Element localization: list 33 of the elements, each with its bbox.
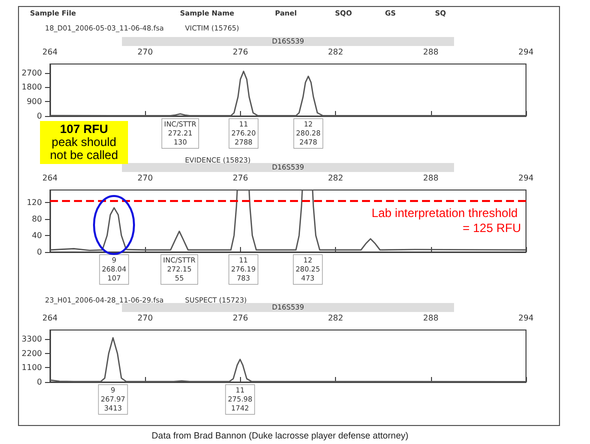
x-tick-label: 264: [42, 174, 58, 182]
y-tick-label: 80: [32, 214, 42, 224]
text: 107 RFU peak should not be called: [42, 122, 126, 162]
x-tick-label: 294: [518, 48, 534, 56]
y-tick-label: 2200: [22, 348, 42, 358]
y-tick-label: 3300: [22, 334, 42, 344]
text: Data from Brad Bannon (Duke lacrosse player defense attorney): [152, 430, 408, 440]
x-tick-label: 270: [138, 314, 153, 322]
x-tick-label: 276: [232, 48, 248, 56]
x-tick-label: 288: [423, 314, 438, 322]
y-tick-label: 900: [26, 97, 42, 106]
x-tick-label: 288: [423, 48, 438, 56]
y-tick-label: 2700: [22, 68, 42, 78]
y-tick-label: 1100: [22, 363, 42, 372]
x-tick-label: 282: [328, 174, 344, 182]
x-tick-label: 264: [42, 48, 58, 56]
x-tick-label: 270: [138, 174, 153, 182]
y-tick-label: 120: [26, 198, 42, 207]
x-tick-label: 276: [232, 314, 248, 322]
y-tick-label: 0: [36, 378, 42, 386]
x-tick-label: 294: [518, 174, 534, 182]
x-tick-label: 282: [328, 48, 344, 56]
x-tick-label: 294: [518, 314, 534, 322]
y-tick-label: 1800: [22, 82, 42, 92]
x-tick-label: 282: [328, 314, 344, 322]
x-tick-label: 264: [42, 314, 58, 322]
y-tick-label: 40: [32, 230, 42, 240]
x-tick-label: 270: [138, 48, 153, 56]
ref-line-label: Lab interpretation threshold = 125 RFU: [372, 206, 521, 235]
x-tick-label: 276: [232, 174, 248, 182]
y-tick-label: 0: [36, 112, 42, 120]
x-tick-label: 288: [423, 174, 438, 182]
y-tick-label: 0: [36, 248, 42, 256]
